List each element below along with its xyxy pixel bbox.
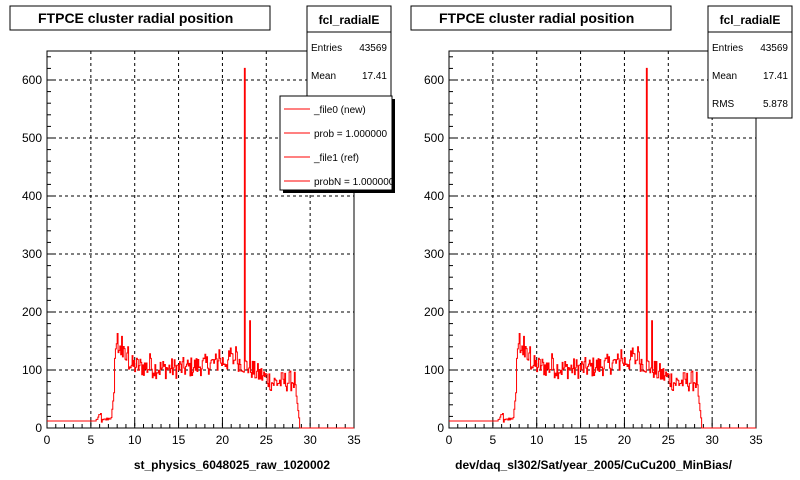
legend-entry: prob = 1.000000	[314, 129, 388, 140]
histogram-series	[449, 67, 756, 429]
legend-entry: probN = 1.000000	[314, 177, 395, 188]
x-tick-label: 30	[303, 433, 317, 447]
x-tick-label: 5	[88, 433, 95, 447]
legend-box	[279, 95, 393, 191]
y-tick-label: 400	[22, 189, 42, 203]
chart-panel-2: 0 5 10 15 20 25 30 35 0 100 200 300 400 500 600 FTPCE c…	[410, 5, 793, 472]
y-tick-label: 100	[424, 363, 444, 377]
histogram-series	[47, 67, 354, 429]
x-tick-label: 25	[662, 433, 676, 447]
x-axis-label: dev/daq_sl302/Sat/year_2005/CuCu200_MinB…	[455, 458, 732, 472]
x-tick-label: 20	[216, 433, 230, 447]
x-tick-label: 35	[347, 433, 361, 447]
stats-name: fcl_radialE	[319, 13, 380, 27]
y-tick-label: 100	[22, 363, 42, 377]
x-tick-label: 0	[44, 433, 51, 447]
stats-label: Entries	[311, 43, 342, 54]
x-tick-label: 20	[618, 433, 632, 447]
y-tick-label: 200	[22, 305, 42, 319]
x-tick-label: 35	[749, 433, 763, 447]
chart-title: FTPCE cluster radial position	[38, 10, 233, 26]
stats-label: Mean	[712, 71, 737, 82]
x-tick-label: 0	[446, 433, 453, 447]
stats-value: 43569	[359, 43, 387, 54]
stats-label: Entries	[712, 43, 743, 54]
stats-value: 17.41	[763, 71, 788, 82]
y-tick-label: 0	[437, 421, 444, 435]
stats-name: fcl_radialE	[720, 13, 781, 27]
chart-title: FTPCE cluster radial position	[439, 10, 634, 26]
plot-frame	[448, 50, 757, 429]
y-tick-label: 300	[22, 247, 42, 261]
x-tick-label: 5	[490, 433, 497, 447]
stats-value: 17.41	[362, 71, 387, 82]
y-tick-label: 0	[35, 421, 42, 435]
stats-label: RMS	[712, 99, 735, 110]
legend-entries: _file0 (new) prob = 1.000000 _file1 (ref) p…	[284, 105, 395, 188]
stats-label: Mean	[311, 71, 336, 82]
y-tick-label: 600	[424, 73, 444, 87]
x-tick-label: 15	[574, 433, 588, 447]
x-tick-label: 10	[128, 433, 142, 447]
chart-title-box	[410, 5, 672, 31]
x-tick-label: 30	[705, 433, 719, 447]
y-tick-label: 500	[22, 131, 42, 145]
y-tick-label: 300	[424, 247, 444, 261]
x-tick-label: 25	[260, 433, 274, 447]
y-tick-label: 200	[424, 305, 444, 319]
chart-panel-1: 0 5 10 15 20 25 30 35 0 100 200 300 400 500 600 FTPCE c…	[9, 5, 395, 472]
legend-entry: _file1 (ref)	[313, 153, 359, 164]
y-tick-label: 400	[424, 189, 444, 203]
stats-value: 43569	[760, 43, 788, 54]
y-tick-label: 600	[22, 73, 42, 87]
stats-box	[707, 5, 793, 119]
chart-title-box	[9, 5, 271, 31]
x-axis-label: st_physics_6048025_raw_1020002	[134, 458, 330, 472]
legend-entry: _file0 (new)	[313, 105, 366, 116]
stats-value: 5.878	[763, 99, 788, 110]
y-tick-label: 500	[424, 131, 444, 145]
x-tick-label: 15	[172, 433, 186, 447]
x-tick-label: 10	[530, 433, 544, 447]
